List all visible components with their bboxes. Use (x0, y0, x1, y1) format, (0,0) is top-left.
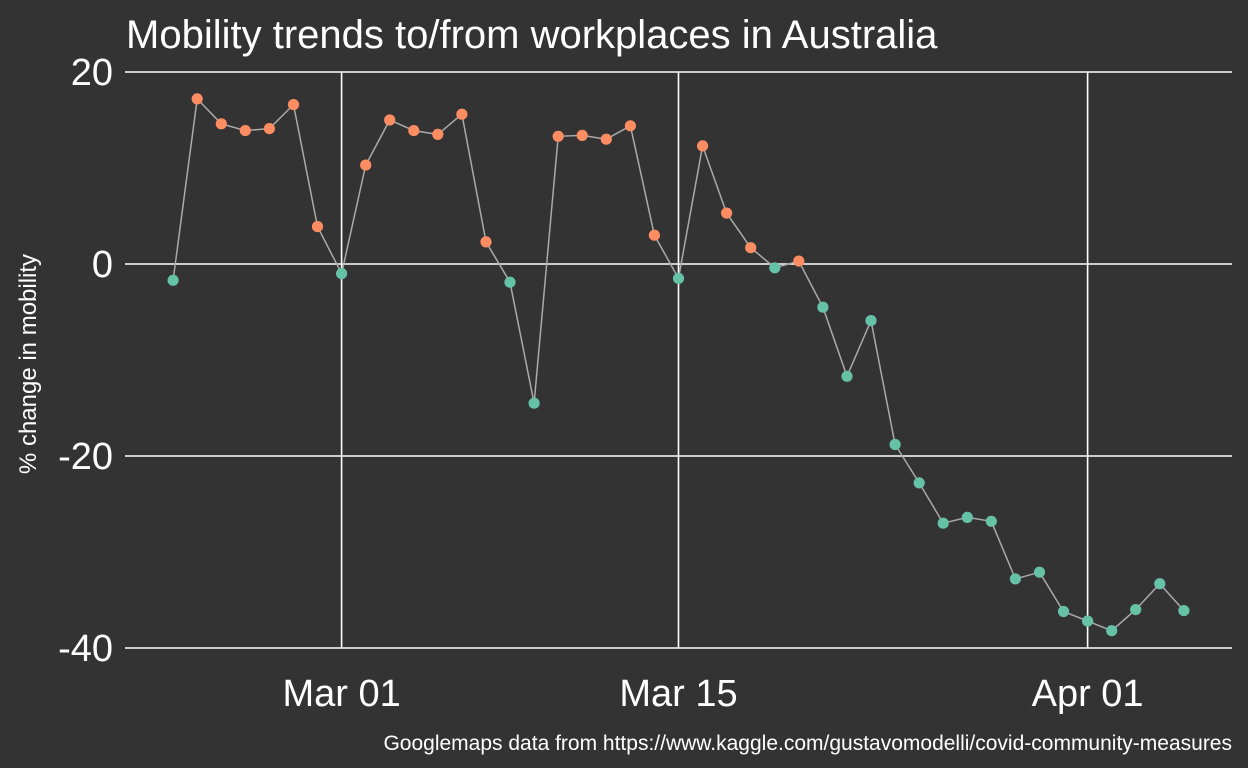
data-point (239, 125, 251, 137)
data-point (408, 125, 420, 137)
data-point (913, 477, 925, 489)
x-axis-ticks: Mar 01 Mar 15 Apr 01 (282, 673, 1143, 715)
data-point (360, 159, 372, 171)
y-tick-label: -40 (58, 628, 113, 670)
data-point (937, 517, 949, 529)
y-axis-ticks: 20 0 -20 -40 (58, 52, 113, 670)
data-point (624, 120, 637, 132)
data-point (600, 133, 612, 145)
data-point (793, 255, 805, 267)
data-point (697, 140, 709, 152)
data-point (745, 242, 757, 254)
data-point (384, 114, 396, 126)
data-point (432, 128, 444, 140)
data-point (1033, 566, 1046, 578)
data-point (1154, 578, 1166, 590)
data-point (961, 511, 973, 523)
y-tick-label: 0 (92, 244, 113, 286)
data-point (1130, 604, 1142, 616)
data-point (576, 129, 588, 141)
data-point (648, 229, 661, 241)
data-point (287, 99, 300, 111)
y-tick-label: -20 (58, 436, 113, 478)
data-point (889, 438, 901, 451)
chart-title: Mobility trends to/from workplaces in Au… (126, 13, 938, 57)
data-point (456, 108, 468, 120)
data-point (1082, 615, 1094, 627)
data-point (841, 370, 853, 382)
data-point (504, 276, 516, 288)
data-point (672, 272, 685, 284)
data-point (1178, 605, 1190, 617)
data-point (865, 315, 877, 327)
data-point (769, 262, 781, 274)
data-point (311, 221, 324, 233)
data-point (336, 268, 348, 280)
data-point (817, 301, 829, 313)
data-point (191, 93, 203, 105)
data-point (1057, 605, 1070, 618)
data-point (985, 515, 997, 527)
grid-lines (125, 71, 1232, 649)
x-tick-label: Mar 01 (282, 673, 400, 715)
data-point (167, 274, 179, 286)
data-point (1106, 625, 1118, 637)
y-axis-label: % change in mobility (15, 254, 42, 474)
data-point (552, 130, 564, 142)
data-point (263, 123, 275, 135)
chart-caption: Googlemaps data from https://www.kaggle.… (383, 732, 1232, 755)
x-tick-label: Apr 01 (1032, 673, 1144, 715)
data-point (215, 118, 227, 130)
data-point (1009, 573, 1022, 585)
y-tick-label: 20 (71, 52, 113, 94)
data-point (721, 207, 733, 219)
data-point (480, 236, 492, 248)
data-point (528, 397, 540, 409)
x-tick-label: Mar 15 (619, 673, 737, 715)
data-series (167, 93, 1190, 637)
